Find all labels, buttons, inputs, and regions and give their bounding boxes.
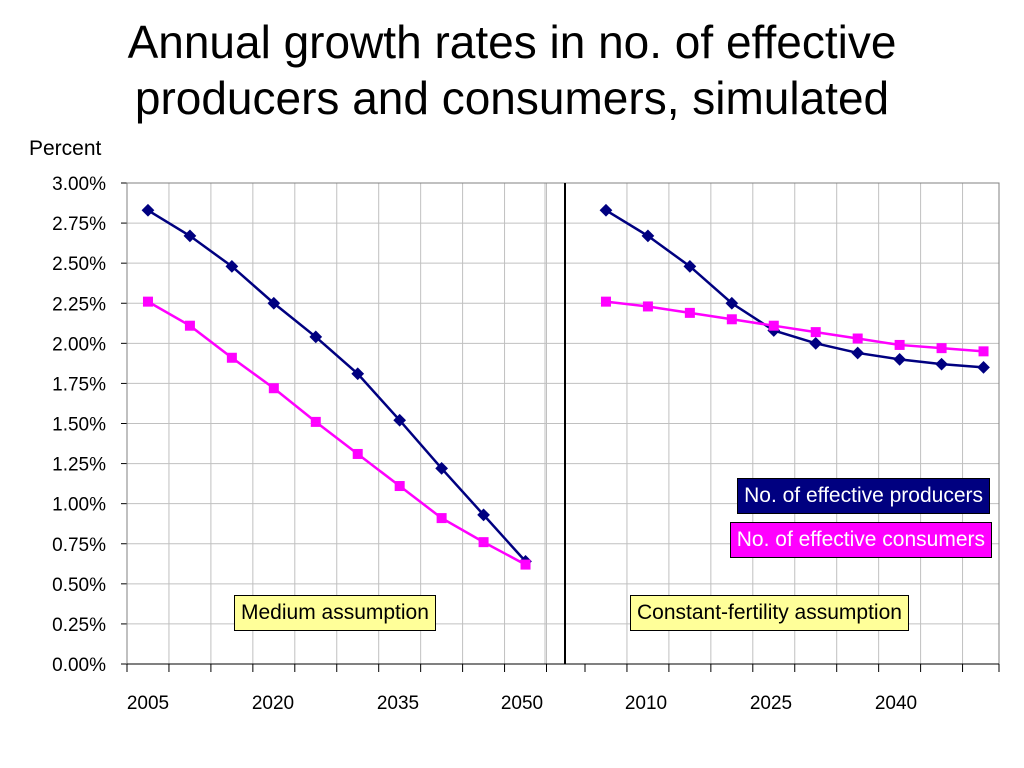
producers-point [935,357,948,371]
producers-point [435,462,448,475]
y-tick-label: 0.50% [52,575,106,596]
y-tick-label: 1.25% [52,455,106,476]
y-tick-label: 2.25% [52,294,106,315]
legend-producers: No. of effective producers [737,478,990,514]
y-tick-label: 0.25% [52,615,106,636]
consumers-point [268,383,279,394]
producers-point [309,330,323,344]
consumers-point [726,314,737,325]
x-tick-label: 2040 [875,693,917,714]
producers-point [351,367,365,381]
consumers-point [684,307,695,318]
consumers-point [936,343,947,354]
producers-point [599,203,613,217]
y-tick-label: 3.00% [52,174,106,195]
legend-consumers: No. of effective consumers [729,522,992,558]
consumers-point [520,559,531,570]
annotation-constant-fertility: Constant-fertility assumption [630,595,909,631]
y-tick-label: 1.00% [52,495,106,516]
y-tick-label: 0.75% [52,535,106,556]
producers-point [225,260,239,273]
consumers-point [352,448,363,459]
consumers-point [184,320,195,331]
x-tick-label: 2010 [625,693,667,714]
producers-point [183,229,197,243]
producers-point [393,413,407,427]
producers-point [809,336,823,350]
y-tick-label: 2.50% [52,254,106,275]
consumers-point [226,352,237,363]
producers-point [851,346,865,360]
consumers-point [394,481,405,492]
annotation-medium-assumption: Medium assumption [234,595,436,631]
y-tick-label: 0.00% [52,655,106,676]
consumers-point [768,320,779,331]
x-tick-label: 2025 [750,693,792,714]
x-tick-label: 2005 [127,693,169,714]
producers-line [605,209,984,369]
title-line-2: producers and consumers, simulated [134,72,890,124]
producers-point [267,296,281,310]
producers-line [147,209,527,563]
consumers-point [810,327,821,338]
producers-point [977,361,990,374]
consumers-point [478,537,489,548]
producers-point [893,353,906,366]
y-tick-label: 2.00% [52,334,106,355]
consumers-point [852,333,863,344]
title-line-1: Annual growth rates in no. of effective [127,16,897,68]
consumers-line [147,300,527,566]
x-tick-label: 2020 [252,693,294,714]
consumers-point [642,301,653,312]
y-tick-label: 1.75% [52,374,106,395]
x-tick-label: 2050 [501,693,543,714]
consumers-line [605,300,984,353]
y-tick-label: 1.50% [52,415,106,436]
consumers-point [310,416,321,427]
consumers-point [894,339,905,350]
consumers-point [600,296,611,307]
chart-title: Annual growth rates in no. of effective … [0,14,1024,126]
consumers-point [978,346,989,357]
consumers-point [142,296,153,307]
x-tick-label: 2035 [377,693,419,714]
consumers-point [436,513,447,524]
y-axis-label: Percent [29,137,102,160]
y-tick-label: 2.75% [52,214,106,235]
producers-point [141,203,155,217]
